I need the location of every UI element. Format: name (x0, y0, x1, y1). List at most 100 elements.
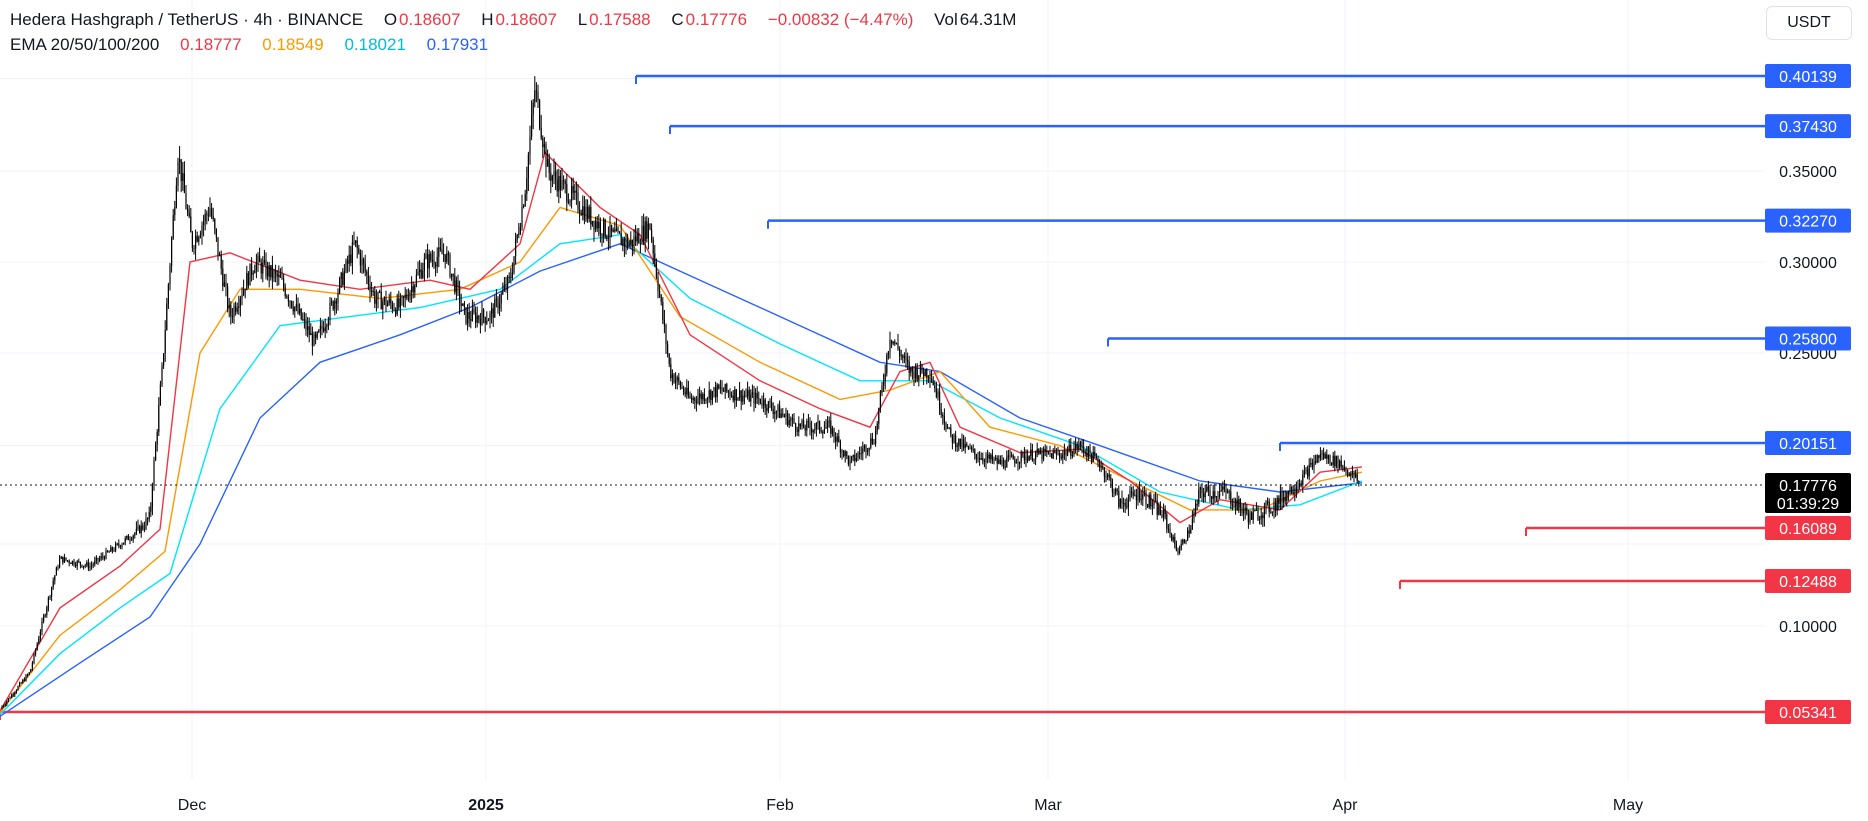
candle-body (470, 319, 472, 321)
candle-body (1027, 456, 1029, 461)
candle-body (427, 254, 429, 269)
candle-body (1035, 453, 1037, 460)
candle-body (615, 228, 617, 232)
candle-body (603, 219, 605, 236)
candle-body (1156, 500, 1158, 515)
candle-body (1323, 452, 1325, 459)
candle-body (499, 303, 501, 309)
candle-body (868, 447, 870, 451)
price-axis[interactable]: 0.350000.300000.250000.100000.401390.374… (1765, 64, 1851, 724)
candle-body (303, 319, 305, 321)
candle-body (396, 298, 398, 315)
candle-body (1246, 507, 1248, 514)
candle-body (735, 389, 737, 401)
candle-body (663, 319, 665, 326)
candle-body (38, 638, 40, 644)
candle-body (636, 233, 638, 242)
candle-body (500, 293, 502, 304)
candle-body (903, 356, 905, 358)
candle-body (1177, 550, 1179, 554)
currency-selector[interactable]: USDT (1766, 6, 1852, 40)
support-level-label: 0.12488 (1779, 574, 1837, 591)
candle-body (193, 248, 195, 250)
candle-body (1262, 515, 1264, 519)
candle-body (511, 272, 513, 278)
candle-body (1225, 489, 1227, 493)
candle-body (220, 255, 222, 269)
candle-body (614, 229, 616, 232)
candle-body (571, 186, 573, 201)
candle-body (1247, 513, 1249, 523)
candle-body (995, 457, 997, 460)
candle-body (383, 297, 385, 302)
vol-label: Vol (934, 10, 958, 29)
candle-body (1206, 486, 1208, 492)
candle-body (695, 401, 697, 404)
candle-body (1155, 500, 1157, 502)
candle-body (1230, 491, 1232, 504)
candle-body (1175, 544, 1177, 551)
candle-body (1151, 505, 1153, 507)
ema-lines (0, 151, 1363, 717)
candle-body (452, 273, 454, 276)
candle-body (1012, 455, 1014, 460)
ema200-line (0, 243, 1363, 717)
candle-body (33, 653, 35, 664)
ema-legend-title[interactable]: EMA 20/50/100/200 (10, 35, 160, 54)
candle-body (340, 272, 342, 280)
price-level-lines (0, 74, 1767, 720)
candle-body (233, 306, 235, 318)
candle-body (404, 294, 406, 298)
candle-body (679, 381, 681, 388)
candle-body (799, 423, 801, 427)
high-label: H (481, 10, 494, 29)
candle-body (55, 567, 57, 576)
candle-body (81, 564, 83, 568)
candle-body (116, 543, 118, 545)
candle-body (831, 428, 833, 434)
candle-body (1086, 452, 1088, 457)
candle-body (649, 223, 651, 230)
candle-body (319, 325, 321, 331)
candle-body (475, 312, 477, 323)
candle-body (1059, 453, 1061, 457)
candle-body (355, 240, 357, 244)
candle-body (761, 403, 763, 406)
resistance-level-label: 0.32270 (1779, 214, 1837, 231)
candle-body (726, 383, 728, 392)
candle-body (955, 435, 957, 447)
candle-body (734, 389, 736, 401)
candle-body (491, 308, 493, 314)
candle-body (539, 100, 541, 128)
close-label: C (671, 10, 684, 29)
candle-body (159, 384, 161, 406)
candle-body (841, 450, 843, 453)
candle-body (99, 558, 101, 561)
candle-body (315, 334, 317, 338)
candle-body (983, 460, 985, 463)
candle-body (966, 443, 968, 446)
candle-body (1183, 539, 1185, 543)
candle-body (177, 162, 179, 186)
candle-body (1063, 450, 1065, 454)
candle-body (206, 213, 208, 215)
candle-body (545, 144, 547, 167)
candle-body (39, 632, 41, 639)
candle-body (209, 208, 211, 216)
candle-body (681, 387, 683, 389)
candle-body (857, 453, 859, 458)
candle-body (324, 326, 326, 332)
candle-body (294, 306, 296, 312)
time-axis[interactable]: Dec 2025 Feb Mar Apr May (178, 797, 1643, 814)
candle-body (102, 556, 104, 558)
candle-body (465, 307, 467, 324)
candle-body (723, 390, 725, 392)
candle-body (356, 240, 358, 249)
symbol-title[interactable]: Hedera Hashgraph / TetherUS · 4h · BINAN… (10, 10, 364, 29)
candle-body (1270, 511, 1272, 513)
candle-body (633, 236, 635, 247)
candle-body (441, 249, 443, 255)
candle-body (259, 255, 261, 263)
candle-body (671, 374, 673, 379)
